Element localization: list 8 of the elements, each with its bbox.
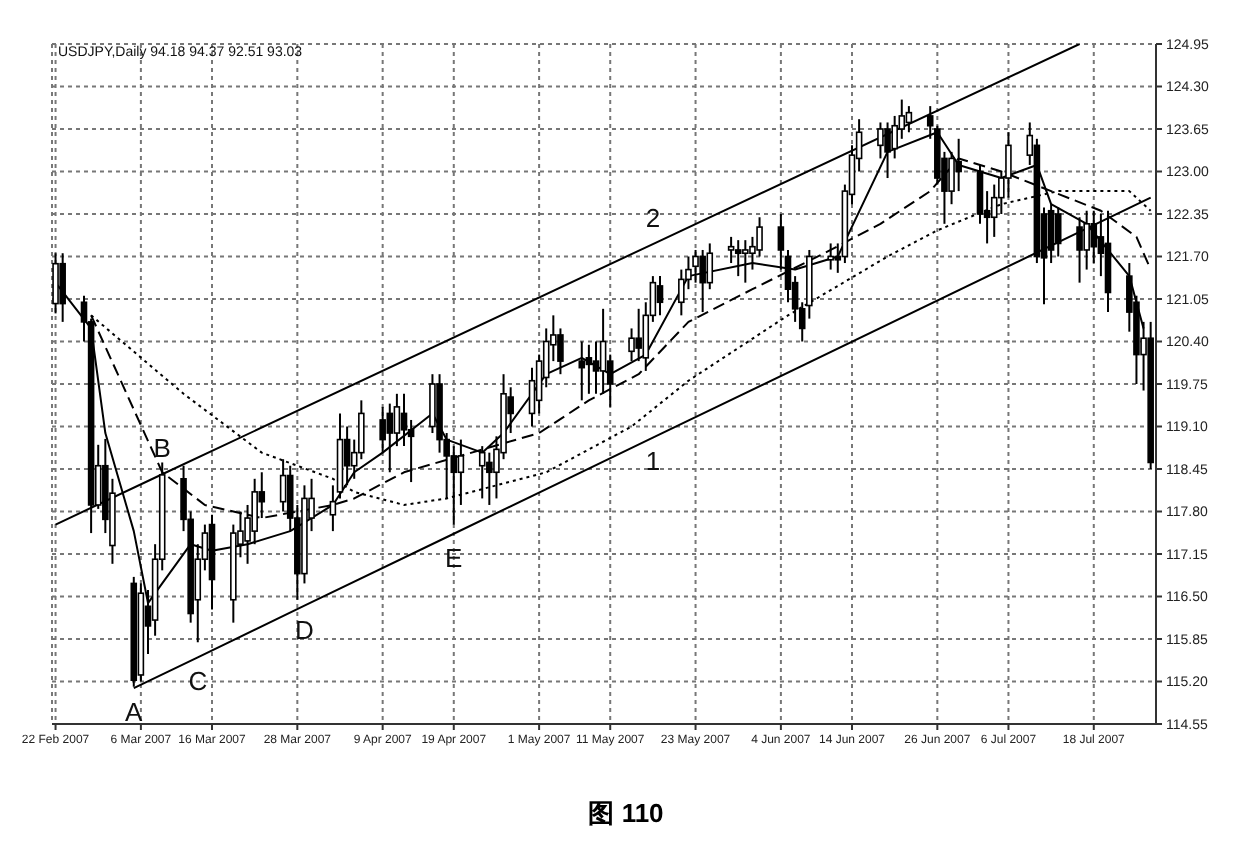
annotation: A [125,696,144,727]
annotation: B [153,433,171,464]
annotation: C [188,666,208,697]
annotation: 1 [645,446,661,477]
annotation: E [445,542,464,573]
annotation: 2 [645,202,661,233]
annotation: D [295,614,314,645]
caption: 图 110 [586,796,666,832]
